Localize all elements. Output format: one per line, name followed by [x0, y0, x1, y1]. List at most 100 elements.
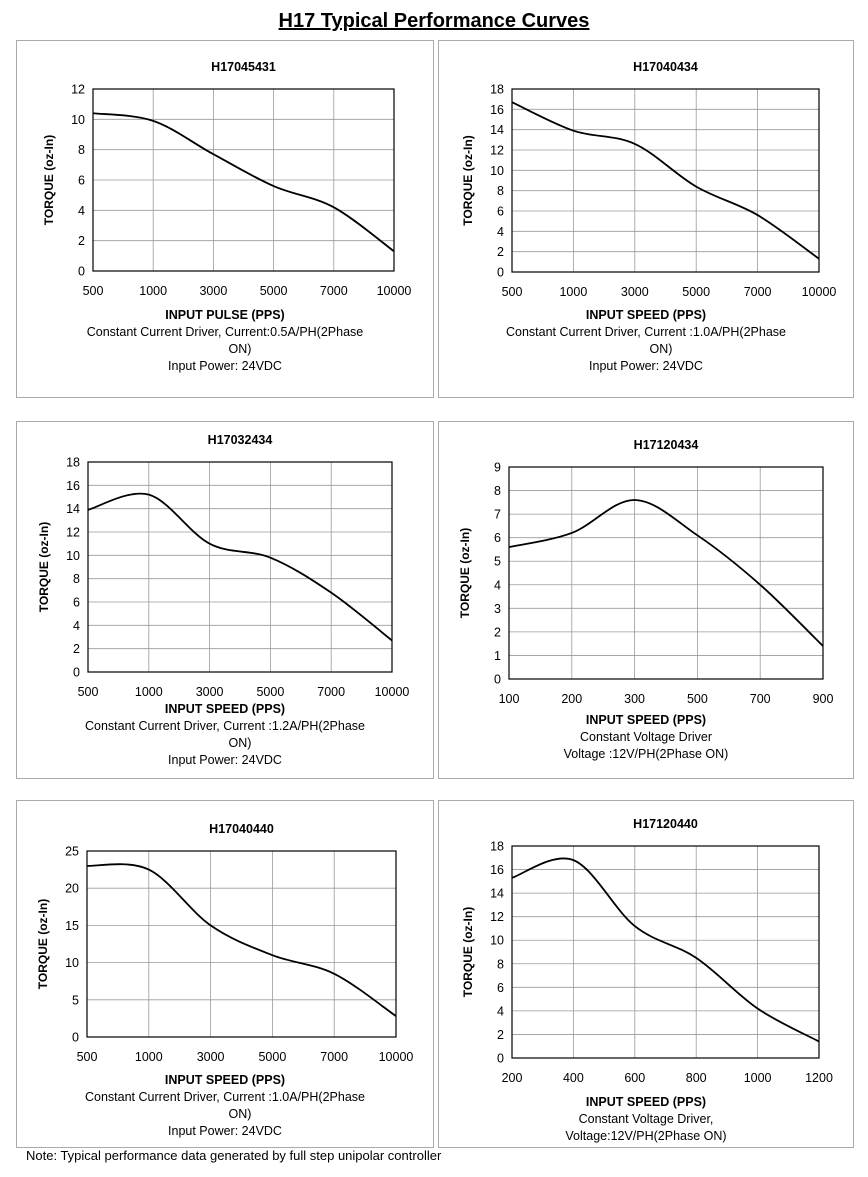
y-tick-label: 0	[494, 673, 501, 687]
y-tick-label: 2	[78, 234, 85, 248]
y-tick-label: 14	[490, 887, 504, 901]
chart-title: H17120440	[633, 817, 698, 831]
chart-title: H17120434	[634, 438, 699, 452]
caption-line: ON)	[649, 342, 673, 356]
caption-line: ON)	[228, 736, 252, 750]
y-tick-label: 6	[497, 981, 504, 995]
y-tick-label: 18	[490, 840, 504, 854]
x-tick-label: 200	[561, 692, 582, 706]
chart-panel-h17045431: H17045431 0 2 4 6 8 10 12 500 1000 3000 5000 7000 100…	[16, 40, 434, 398]
chart-panel-h17120434: H17120434 0 1 2 3 4 5 6 7 8 9 100 200 300 500 700 900 TOR…	[438, 421, 854, 779]
y-tick-label: 9	[494, 461, 501, 475]
y-tick-label: 0	[72, 1031, 79, 1045]
torque-chart: H17040434 0 2 4 6 8 10 12 14 16 18 500 1000 3000 5000 7…	[461, 60, 837, 299]
page-title: H17 Typical Performance Curves	[278, 10, 590, 32]
y-tick-label: 2	[73, 642, 80, 656]
chart-panel-h17120440: H17120440 0 2 4 6 8 10 12 14 16 18 200 400 600 800 1000…	[438, 800, 854, 1148]
x-tick-label: 1000	[559, 285, 587, 299]
x-tick-label: 10000	[377, 284, 412, 298]
y-tick-label: 12	[71, 83, 85, 97]
y-axis-label: TORQUE (oz-In)	[461, 907, 475, 997]
y-tick-label: 8	[497, 957, 504, 971]
y-tick-label: 16	[490, 863, 504, 877]
chart-title: H17045431	[211, 60, 276, 74]
y-tick-label: 6	[497, 205, 504, 219]
torque-chart: H17120440 0 2 4 6 8 10 12 14 16 18 200 400 600 800 1000…	[461, 817, 833, 1085]
x-tick-label: 500	[77, 1050, 98, 1064]
torque-chart: H17040440 0 5 10 15 20 25 500 1000 3000 5000 7000 10…	[36, 822, 413, 1064]
y-tick-label: 18	[490, 83, 504, 97]
torque-curve	[508, 499, 824, 647]
x-tick-label: 7000	[320, 1050, 348, 1064]
chart-panel-h17032434: H17032434 0 2 4 6 8 10 12 14 16 18 500 1000 3000 5000 7…	[16, 421, 434, 779]
x-tick-label: 800	[686, 1071, 707, 1085]
y-tick-label: 6	[78, 174, 85, 188]
x-tick-label: 200	[502, 1071, 523, 1085]
y-tick-label: 10	[490, 164, 504, 178]
y-tick-label: 18	[66, 456, 80, 470]
x-tick-label: 100	[499, 692, 520, 706]
x-tick-label: 5000	[682, 285, 710, 299]
x-tick-label: 300	[624, 692, 645, 706]
caption-line: Constant Voltage Driver	[579, 730, 712, 744]
y-tick-label: 14	[66, 502, 80, 516]
x-axis-label: INPUT SPEED (PPS)	[585, 1095, 707, 1109]
x-tick-label: 500	[502, 285, 523, 299]
x-axis-label: INPUT SPEED (PPS)	[164, 1073, 286, 1087]
torque-curve	[87, 492, 393, 642]
y-tick-label: 16	[66, 479, 80, 493]
y-tick-label: 4	[494, 578, 501, 592]
x-tick-label: 1200	[805, 1071, 833, 1085]
chart-title: H17040434	[633, 60, 698, 74]
y-tick-label: 25	[65, 845, 79, 859]
y-tick-label: 5	[494, 555, 501, 569]
x-axis-label: INPUT SPEED (PPS)	[585, 713, 707, 727]
torque-chart: H17120434 0 1 2 3 4 5 6 7 8 9 100 200 300 500 700 900 TOR…	[458, 438, 834, 706]
chart-panel-h17040434: H17040434 0 2 4 6 8 10 12 14 16 18 500 1000 3000 5000 7…	[438, 40, 854, 398]
chart-title: H17032434	[208, 433, 273, 447]
y-tick-label: 12	[490, 144, 504, 158]
x-tick-label: 5000	[256, 685, 284, 699]
caption-line: Constant Current Driver, Current :1.0A/P…	[85, 1090, 365, 1104]
chart-title: H17040440	[209, 822, 274, 836]
y-tick-label: 15	[65, 919, 79, 933]
x-tick-label: 10000	[802, 285, 837, 299]
torque-curve	[511, 101, 820, 260]
x-tick-label: 1000	[135, 685, 163, 699]
torque-curve	[86, 863, 397, 1017]
y-axis-label: TORQUE (oz-In)	[37, 522, 51, 612]
y-axis-label: TORQUE (oz-In)	[36, 899, 50, 989]
x-tick-label: 400	[563, 1071, 584, 1085]
plot-area	[511, 88, 820, 273]
x-tick-label: 1000	[139, 284, 167, 298]
plot-area	[87, 461, 393, 673]
y-tick-label: 8	[73, 572, 80, 586]
caption-line: Input Power: 24VDC	[589, 359, 703, 373]
x-tick-label: 5000	[258, 1050, 286, 1064]
y-tick-label: 1	[494, 649, 501, 663]
plot-area	[86, 850, 397, 1038]
torque-chart: H17032434 0 2 4 6 8 10 12 14 16 18 500 1000 3000 5000 7…	[37, 433, 409, 699]
caption-line: Constant Current Driver, Current :1.0A/P…	[506, 325, 786, 339]
chart-caption: INPUT SPEED (PPS) Constant Current Drive…	[17, 701, 433, 769]
y-tick-label: 4	[73, 619, 80, 633]
y-tick-label: 20	[65, 882, 79, 896]
plot-area	[511, 845, 820, 1059]
y-tick-label: 8	[78, 143, 85, 157]
y-tick-label: 8	[494, 484, 501, 498]
y-tick-label: 2	[497, 245, 504, 259]
x-tick-label: 900	[813, 692, 834, 706]
x-tick-label: 7000	[317, 685, 345, 699]
y-tick-label: 0	[497, 1052, 504, 1066]
torque-curve	[92, 112, 395, 253]
torque-curve	[511, 857, 820, 1043]
y-tick-label: 5	[72, 993, 79, 1007]
x-tick-label: 7000	[744, 285, 772, 299]
y-tick-label: 12	[490, 910, 504, 924]
x-tick-label: 3000	[621, 285, 649, 299]
x-tick-label: 1000	[135, 1050, 163, 1064]
x-tick-label: 3000	[199, 284, 227, 298]
x-tick-label: 3000	[196, 685, 224, 699]
y-tick-label: 0	[497, 266, 504, 280]
x-tick-label: 500	[83, 284, 104, 298]
